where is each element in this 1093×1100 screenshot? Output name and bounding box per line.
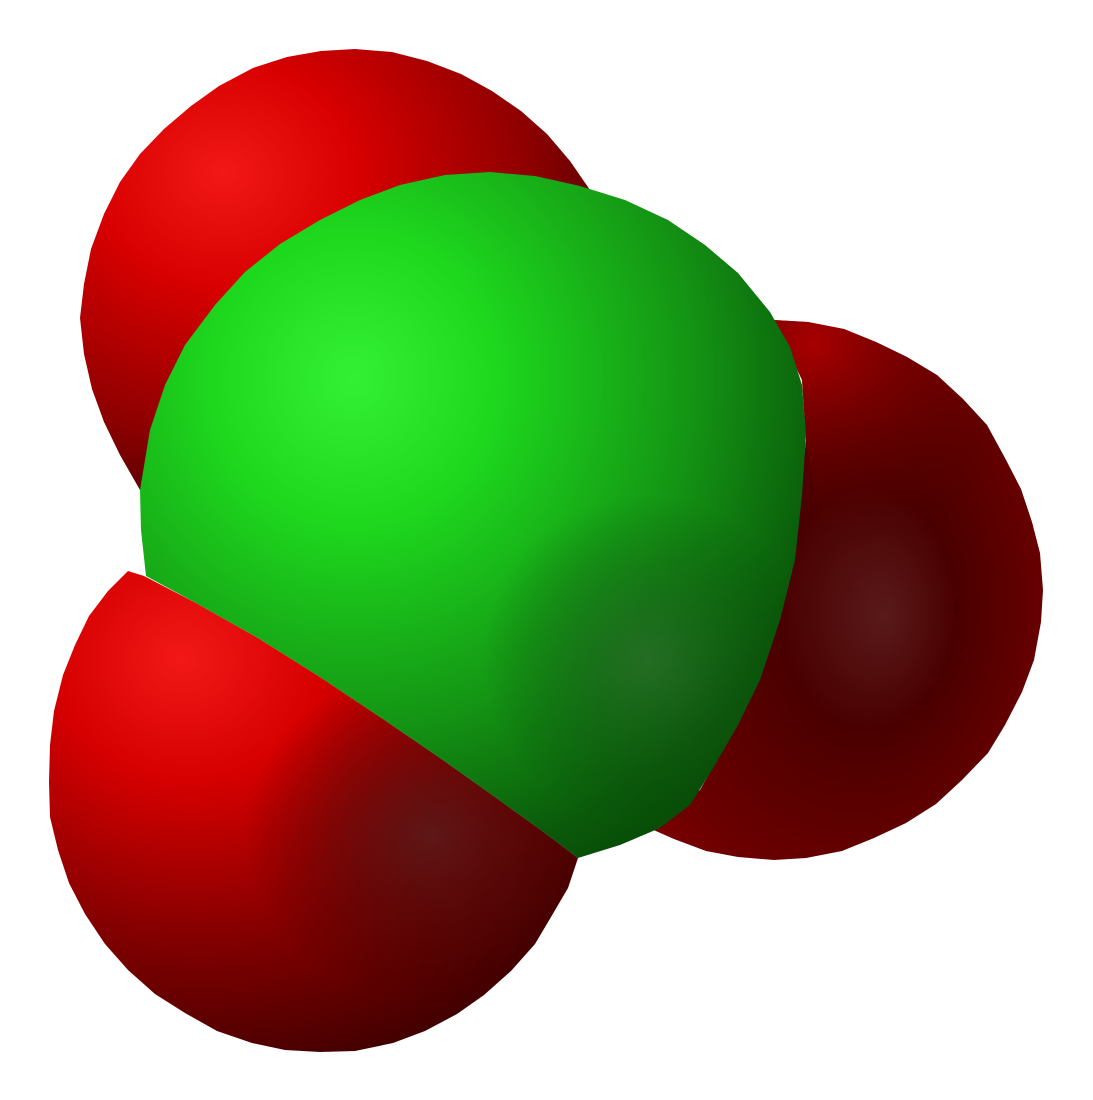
oxygen-atom-lower-left-shade bbox=[49, 571, 578, 1052]
oxygen-atom-right-highlight bbox=[774, 320, 1040, 560]
